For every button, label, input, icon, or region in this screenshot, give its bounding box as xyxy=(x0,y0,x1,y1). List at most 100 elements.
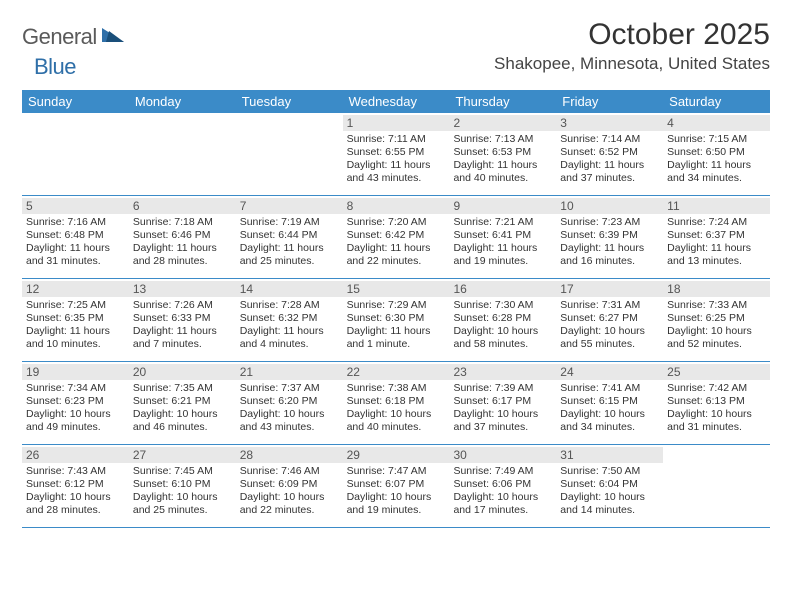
weeks-container: 1Sunrise: 7:11 AMSunset: 6:55 PMDaylight… xyxy=(22,113,770,528)
day-cell xyxy=(129,113,236,195)
sunrise-line: Sunrise: 7:14 AM xyxy=(560,133,659,146)
sunrise-line: Sunrise: 7:26 AM xyxy=(133,299,232,312)
daylight-line-2: and 22 minutes. xyxy=(347,255,446,268)
sunset-line: Sunset: 6:07 PM xyxy=(347,478,446,491)
title-block: October 2025 Shakopee, Minnesota, United… xyxy=(494,18,770,74)
sunset-line: Sunset: 6:42 PM xyxy=(347,229,446,242)
day-cell: 23Sunrise: 7:39 AMSunset: 6:17 PMDayligh… xyxy=(449,362,556,444)
day-cell: 22Sunrise: 7:38 AMSunset: 6:18 PMDayligh… xyxy=(343,362,450,444)
sunset-line: Sunset: 6:48 PM xyxy=(26,229,125,242)
sunset-line: Sunset: 6:21 PM xyxy=(133,395,232,408)
day-cell: 21Sunrise: 7:37 AMSunset: 6:20 PMDayligh… xyxy=(236,362,343,444)
daylight-line-2: and 46 minutes. xyxy=(133,421,232,434)
day-cell: 10Sunrise: 7:23 AMSunset: 6:39 PMDayligh… xyxy=(556,196,663,278)
daylight-line-2: and 37 minutes. xyxy=(560,172,659,185)
sunset-line: Sunset: 6:39 PM xyxy=(560,229,659,242)
sunrise-line: Sunrise: 7:33 AM xyxy=(667,299,766,312)
day-number: 2 xyxy=(449,115,556,131)
day-cell: 2Sunrise: 7:13 AMSunset: 6:53 PMDaylight… xyxy=(449,113,556,195)
daylight-line-2: and 34 minutes. xyxy=(667,172,766,185)
week-row: 12Sunrise: 7:25 AMSunset: 6:35 PMDayligh… xyxy=(22,279,770,362)
daylight-line-1: Daylight: 11 hours xyxy=(453,159,552,172)
sunrise-line: Sunrise: 7:41 AM xyxy=(560,382,659,395)
sunset-line: Sunset: 6:23 PM xyxy=(26,395,125,408)
daylight-line-2: and 25 minutes. xyxy=(133,504,232,517)
day-cell: 4Sunrise: 7:15 AMSunset: 6:50 PMDaylight… xyxy=(663,113,770,195)
day-cell: 15Sunrise: 7:29 AMSunset: 6:30 PMDayligh… xyxy=(343,279,450,361)
daylight-line-2: and 40 minutes. xyxy=(453,172,552,185)
sunrise-line: Sunrise: 7:39 AM xyxy=(453,382,552,395)
day-cell: 24Sunrise: 7:41 AMSunset: 6:15 PMDayligh… xyxy=(556,362,663,444)
sunset-line: Sunset: 6:04 PM xyxy=(560,478,659,491)
sunset-line: Sunset: 6:35 PM xyxy=(26,312,125,325)
day-cell: 17Sunrise: 7:31 AMSunset: 6:27 PMDayligh… xyxy=(556,279,663,361)
daylight-line-2: and 1 minute. xyxy=(347,338,446,351)
sunset-line: Sunset: 6:09 PM xyxy=(240,478,339,491)
day-number: 13 xyxy=(129,281,236,297)
daylight-line-1: Daylight: 10 hours xyxy=(240,408,339,421)
day-number: 24 xyxy=(556,364,663,380)
weekday-header: Sunday xyxy=(22,90,129,113)
daylight-line-2: and 37 minutes. xyxy=(453,421,552,434)
daylight-line-2: and 10 minutes. xyxy=(26,338,125,351)
daylight-line-2: and 31 minutes. xyxy=(26,255,125,268)
week-row: 5Sunrise: 7:16 AMSunset: 6:48 PMDaylight… xyxy=(22,196,770,279)
day-number: 12 xyxy=(22,281,129,297)
sunrise-line: Sunrise: 7:34 AM xyxy=(26,382,125,395)
daylight-line-2: and 14 minutes. xyxy=(560,504,659,517)
daylight-line-1: Daylight: 10 hours xyxy=(453,408,552,421)
daylight-line-1: Daylight: 10 hours xyxy=(347,491,446,504)
day-number: 27 xyxy=(129,447,236,463)
day-cell: 11Sunrise: 7:24 AMSunset: 6:37 PMDayligh… xyxy=(663,196,770,278)
daylight-line-2: and 17 minutes. xyxy=(453,504,552,517)
daylight-line-1: Daylight: 11 hours xyxy=(26,325,125,338)
sunset-line: Sunset: 6:32 PM xyxy=(240,312,339,325)
week-row: 26Sunrise: 7:43 AMSunset: 6:12 PMDayligh… xyxy=(22,445,770,528)
daylight-line-1: Daylight: 11 hours xyxy=(347,242,446,255)
logo-triangle-icon xyxy=(102,26,124,47)
sunset-line: Sunset: 6:28 PM xyxy=(453,312,552,325)
daylight-line-2: and 25 minutes. xyxy=(240,255,339,268)
sunrise-line: Sunrise: 7:37 AM xyxy=(240,382,339,395)
daylight-line-1: Daylight: 10 hours xyxy=(133,408,232,421)
sunrise-line: Sunrise: 7:50 AM xyxy=(560,465,659,478)
day-cell: 12Sunrise: 7:25 AMSunset: 6:35 PMDayligh… xyxy=(22,279,129,361)
sunset-line: Sunset: 6:37 PM xyxy=(667,229,766,242)
daylight-line-2: and 16 minutes. xyxy=(560,255,659,268)
sunset-line: Sunset: 6:50 PM xyxy=(667,146,766,159)
day-cell: 28Sunrise: 7:46 AMSunset: 6:09 PMDayligh… xyxy=(236,445,343,527)
daylight-line-1: Daylight: 11 hours xyxy=(240,325,339,338)
sunrise-line: Sunrise: 7:49 AM xyxy=(453,465,552,478)
sunrise-line: Sunrise: 7:47 AM xyxy=(347,465,446,478)
daylight-line-1: Daylight: 10 hours xyxy=(560,491,659,504)
daylight-line-1: Daylight: 10 hours xyxy=(453,325,552,338)
logo: General xyxy=(22,24,126,50)
daylight-line-1: Daylight: 11 hours xyxy=(133,325,232,338)
daylight-line-2: and 49 minutes. xyxy=(26,421,125,434)
sunrise-line: Sunrise: 7:13 AM xyxy=(453,133,552,146)
day-number: 8 xyxy=(343,198,450,214)
sunset-line: Sunset: 6:52 PM xyxy=(560,146,659,159)
daylight-line-2: and 13 minutes. xyxy=(667,255,766,268)
sunrise-line: Sunrise: 7:16 AM xyxy=(26,216,125,229)
sunset-line: Sunset: 6:30 PM xyxy=(347,312,446,325)
day-cell: 3Sunrise: 7:14 AMSunset: 6:52 PMDaylight… xyxy=(556,113,663,195)
day-number: 29 xyxy=(343,447,450,463)
day-cell: 9Sunrise: 7:21 AMSunset: 6:41 PMDaylight… xyxy=(449,196,556,278)
day-number: 18 xyxy=(663,281,770,297)
day-number: 26 xyxy=(22,447,129,463)
sunrise-line: Sunrise: 7:29 AM xyxy=(347,299,446,312)
daylight-line-1: Daylight: 11 hours xyxy=(347,159,446,172)
sunrise-line: Sunrise: 7:42 AM xyxy=(667,382,766,395)
daylight-line-1: Daylight: 10 hours xyxy=(560,325,659,338)
sunset-line: Sunset: 6:46 PM xyxy=(133,229,232,242)
location-subtitle: Shakopee, Minnesota, United States xyxy=(494,54,770,74)
week-row: 1Sunrise: 7:11 AMSunset: 6:55 PMDaylight… xyxy=(22,113,770,196)
day-number: 16 xyxy=(449,281,556,297)
sunset-line: Sunset: 6:33 PM xyxy=(133,312,232,325)
daylight-line-1: Daylight: 11 hours xyxy=(560,242,659,255)
daylight-line-2: and 40 minutes. xyxy=(347,421,446,434)
sunset-line: Sunset: 6:25 PM xyxy=(667,312,766,325)
day-number: 30 xyxy=(449,447,556,463)
weekday-header: Wednesday xyxy=(343,90,450,113)
